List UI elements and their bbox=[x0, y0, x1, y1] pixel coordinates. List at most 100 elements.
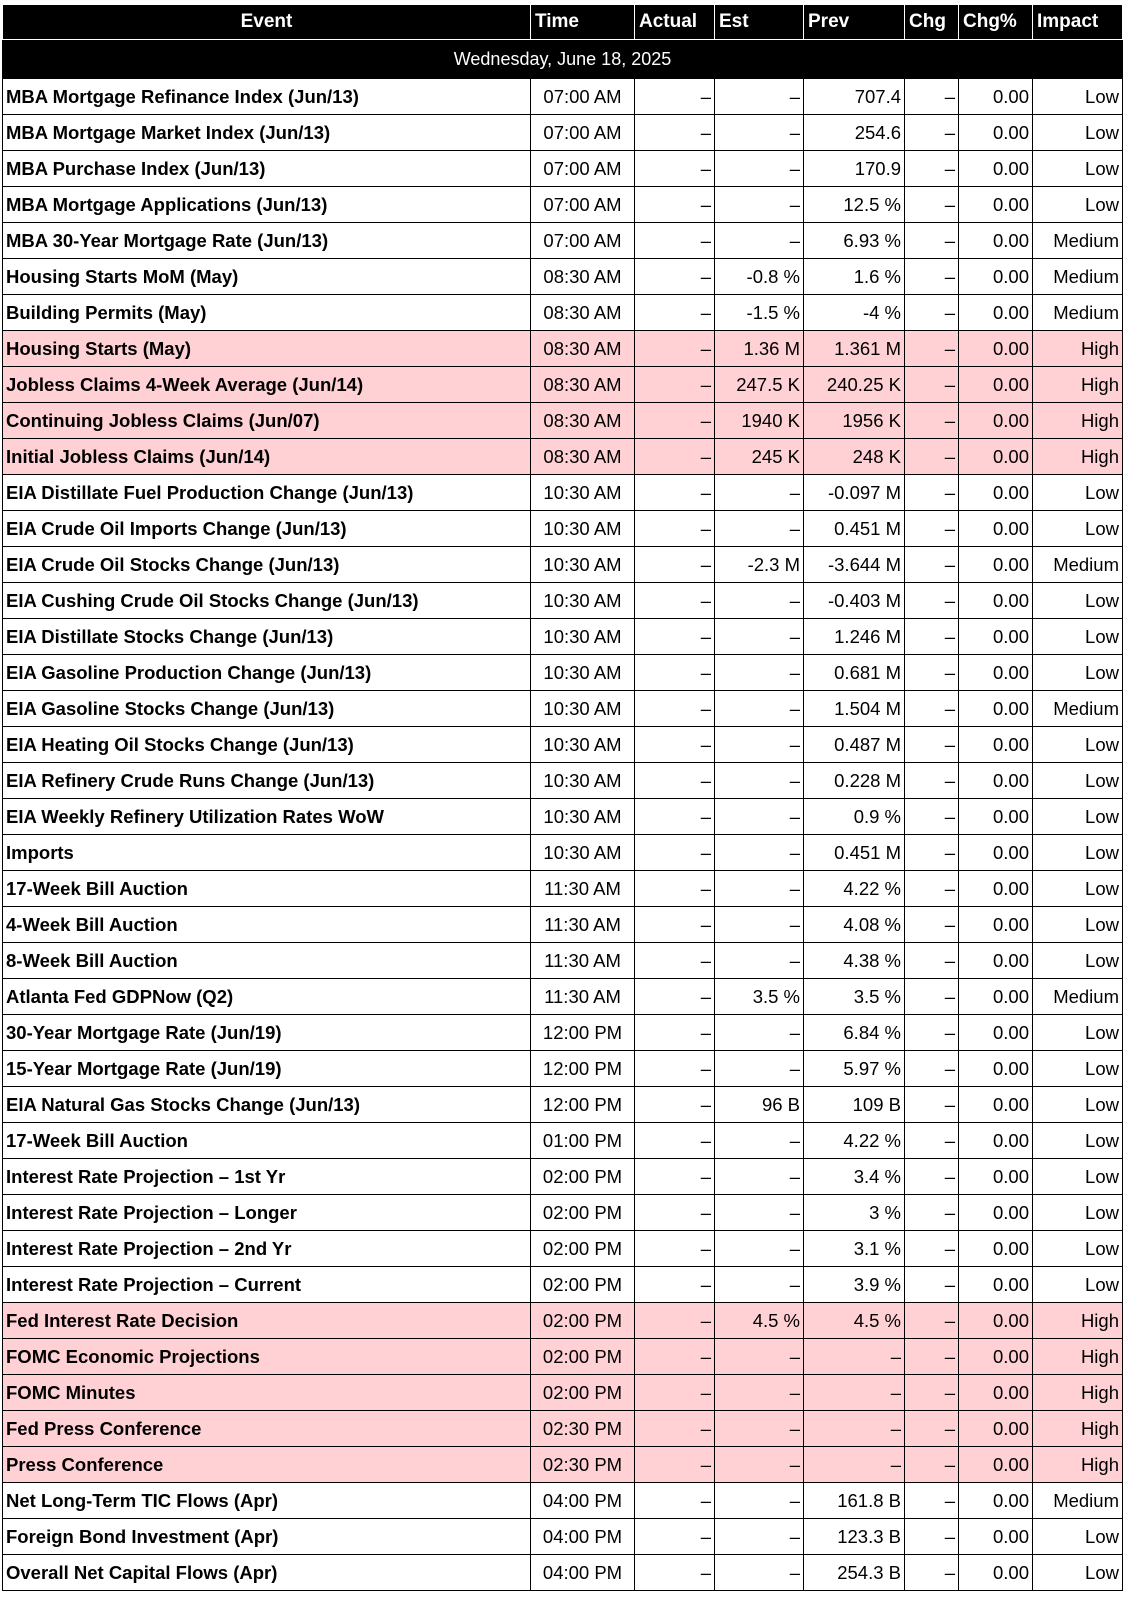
table-row[interactable]: MBA Mortgage Refinance Index (Jun/13) 07:… bbox=[2, 78, 1123, 115]
table-row[interactable]: EIA Heating Oil Stocks Change (Jun/13) 10… bbox=[2, 726, 1123, 763]
event-prev: -3.644 M bbox=[803, 546, 905, 583]
table-row[interactable]: 17-Week Bill Auction 11:30 AM – –4.22 % –0.0… bbox=[2, 870, 1123, 907]
event-time: 12:00 PM bbox=[530, 1014, 635, 1051]
event-chg: – bbox=[904, 402, 959, 439]
table-row[interactable]: Press Conference 02:30 PM – – – –0.00 High bbox=[2, 1446, 1123, 1483]
event-actual: – bbox=[634, 1230, 715, 1267]
table-row[interactable]: EIA Gasoline Stocks Change (Jun/13) 10:30… bbox=[2, 690, 1123, 727]
table-row[interactable]: Interest Rate Projection – Longer 02:00 P… bbox=[2, 1194, 1123, 1231]
column-header-est[interactable]: Est bbox=[714, 4, 804, 40]
event-impact: Medium bbox=[1032, 258, 1123, 295]
event-time: 11:30 AM bbox=[530, 978, 635, 1015]
table-row[interactable]: EIA Natural Gas Stocks Change (Jun/13) 12… bbox=[2, 1086, 1123, 1123]
table-row[interactable]: MBA Mortgage Market Index (Jun/13) 07:00 … bbox=[2, 114, 1123, 151]
event-actual: – bbox=[634, 834, 715, 871]
table-row[interactable]: Interest Rate Projection – 2nd Yr 02:00 P… bbox=[2, 1230, 1123, 1267]
event-chg: – bbox=[904, 870, 959, 907]
table-row[interactable]: MBA Purchase Index (Jun/13) 07:00 AM – –170… bbox=[2, 150, 1123, 187]
event-actual: – bbox=[634, 1374, 715, 1411]
column-header-time[interactable]: Time bbox=[530, 4, 635, 40]
event-time: 08:30 AM bbox=[530, 330, 635, 367]
event-impact: Low bbox=[1032, 1122, 1123, 1159]
table-row[interactable]: EIA Crude Oil Imports Change (Jun/13) 10:… bbox=[2, 510, 1123, 547]
event-prev: 109 B bbox=[803, 1086, 905, 1123]
event-name: Press Conference bbox=[2, 1446, 531, 1483]
event-prev: 254.6 bbox=[803, 114, 905, 151]
event-prev: 3.1 % bbox=[803, 1230, 905, 1267]
event-chg-pct: 0.00 bbox=[958, 1194, 1033, 1231]
event-name: Fed Press Conference bbox=[2, 1410, 531, 1447]
event-prev: 240.25 K bbox=[803, 366, 905, 403]
table-row[interactable]: Imports 10:30 AM – –0.451 M –0.00 Low bbox=[2, 834, 1123, 871]
column-header-actual[interactable]: Actual bbox=[634, 4, 715, 40]
event-time: 10:30 AM bbox=[530, 654, 635, 691]
table-row[interactable]: EIA Cushing Crude Oil Stocks Change (Jun… bbox=[2, 582, 1123, 619]
event-impact: Low bbox=[1032, 114, 1123, 151]
event-actual: – bbox=[634, 366, 715, 403]
table-row[interactable]: Housing Starts MoM (May) 08:30 AM – -0.8 % 1… bbox=[2, 258, 1123, 295]
table-row[interactable]: Overall Net Capital Flows (Apr) 04:00 PM –… bbox=[2, 1554, 1123, 1591]
event-actual: – bbox=[634, 1122, 715, 1159]
table-row[interactable]: Continuing Jobless Claims (Jun/07) 08:30 … bbox=[2, 402, 1123, 439]
event-time: 07:00 AM bbox=[530, 114, 635, 151]
table-row[interactable]: EIA Crude Oil Stocks Change (Jun/13) 10:3… bbox=[2, 546, 1123, 583]
event-time: 12:00 PM bbox=[530, 1086, 635, 1123]
table-row[interactable]: Net Long-Term TIC Flows (Apr) 04:00 PM – –1… bbox=[2, 1482, 1123, 1519]
table-row[interactable]: 4-Week Bill Auction 11:30 AM – –4.08 % –0.00… bbox=[2, 906, 1123, 943]
event-time: 10:30 AM bbox=[530, 474, 635, 511]
table-row[interactable]: Atlanta Fed GDPNow (Q2) 11:30 AM –3.5 % 3.5… bbox=[2, 978, 1123, 1015]
column-header-prev[interactable]: Prev bbox=[803, 4, 905, 40]
column-header-event[interactable]: Event bbox=[2, 4, 531, 40]
table-row[interactable]: MBA 30-Year Mortgage Rate (Jun/13) 07:00 … bbox=[2, 222, 1123, 259]
column-header-impact[interactable]: Impact bbox=[1032, 4, 1123, 40]
event-impact: High bbox=[1032, 1446, 1123, 1483]
table-row[interactable]: Building Permits (May) 08:30 AM – -1.5 % -4 … bbox=[2, 294, 1123, 331]
table-row[interactable]: EIA Distillate Fuel Production Change (J… bbox=[2, 474, 1123, 511]
table-row[interactable]: EIA Distillate Stocks Change (Jun/13) 10:… bbox=[2, 618, 1123, 655]
event-chg: – bbox=[904, 1554, 959, 1591]
table-row[interactable]: FOMC Economic Projections 02:00 PM – – – –0.0… bbox=[2, 1338, 1123, 1375]
table-row[interactable]: Jobless Claims 4-Week Average (Jun/14) 08… bbox=[2, 366, 1123, 403]
table-row[interactable]: Foreign Bond Investment (Apr) 04:00 PM – –1… bbox=[2, 1518, 1123, 1555]
event-impact: Low bbox=[1032, 1014, 1123, 1051]
table-row[interactable]: EIA Refinery Crude Runs Change (Jun/13) 1… bbox=[2, 762, 1123, 799]
event-name: MBA Mortgage Refinance Index (Jun/13) bbox=[2, 78, 531, 115]
event-impact: Low bbox=[1032, 186, 1123, 223]
event-actual: – bbox=[634, 654, 715, 691]
event-chg: – bbox=[904, 186, 959, 223]
table-row[interactable]: EIA Weekly Refinery Utilization Rates Wo… bbox=[2, 798, 1123, 835]
table-row[interactable]: Fed Interest Rate Decision 02:00 PM –4.5 %… bbox=[2, 1302, 1123, 1339]
table-row[interactable]: 30-Year Mortgage Rate (Jun/19) 12:00 PM – –… bbox=[2, 1014, 1123, 1051]
event-est: 1940 K bbox=[714, 402, 804, 439]
event-est: – bbox=[714, 654, 804, 691]
event-chg-pct: 0.00 bbox=[958, 834, 1033, 871]
event-actual: – bbox=[634, 762, 715, 799]
column-header-chg-pct[interactable]: Chg% bbox=[958, 4, 1033, 40]
table-row[interactable]: 17-Week Bill Auction 01:00 PM – –4.22 % –0.0… bbox=[2, 1122, 1123, 1159]
table-row[interactable]: Interest Rate Projection – 1st Yr 02:00 P… bbox=[2, 1158, 1123, 1195]
event-est: – bbox=[714, 1338, 804, 1375]
event-est: – bbox=[714, 1482, 804, 1519]
event-chg: – bbox=[904, 1518, 959, 1555]
table-row[interactable]: Initial Jobless Claims (Jun/14) 08:30 AM –… bbox=[2, 438, 1123, 475]
table-row[interactable]: Housing Starts (May) 08:30 AM –1.36 M 1.361… bbox=[2, 330, 1123, 367]
event-chg: – bbox=[904, 1374, 959, 1411]
event-prev: 707.4 bbox=[803, 78, 905, 115]
event-chg-pct: 0.00 bbox=[958, 474, 1033, 511]
table-row[interactable]: Fed Press Conference 02:30 PM – – – –0.00 High bbox=[2, 1410, 1123, 1447]
table-row[interactable]: 15-Year Mortgage Rate (Jun/19) 12:00 PM – –… bbox=[2, 1050, 1123, 1087]
event-impact: High bbox=[1032, 402, 1123, 439]
table-row[interactable]: Interest Rate Projection – Current 02:00 … bbox=[2, 1266, 1123, 1303]
event-prev: 6.93 % bbox=[803, 222, 905, 259]
table-row[interactable]: FOMC Minutes 02:00 PM – – – –0.00 High bbox=[2, 1374, 1123, 1411]
event-chg-pct: 0.00 bbox=[958, 1014, 1033, 1051]
event-chg-pct: 0.00 bbox=[958, 582, 1033, 619]
column-header-chg[interactable]: Chg bbox=[904, 4, 959, 40]
event-impact: Medium bbox=[1032, 978, 1123, 1015]
event-actual: – bbox=[634, 1302, 715, 1339]
table-row[interactable]: MBA Mortgage Applications (Jun/13) 07:00 … bbox=[2, 186, 1123, 223]
event-chg: – bbox=[904, 618, 959, 655]
event-chg: – bbox=[904, 906, 959, 943]
table-row[interactable]: 8-Week Bill Auction 11:30 AM – –4.38 % –0.00… bbox=[2, 942, 1123, 979]
table-row[interactable]: EIA Gasoline Production Change (Jun/13) 1… bbox=[2, 654, 1123, 691]
